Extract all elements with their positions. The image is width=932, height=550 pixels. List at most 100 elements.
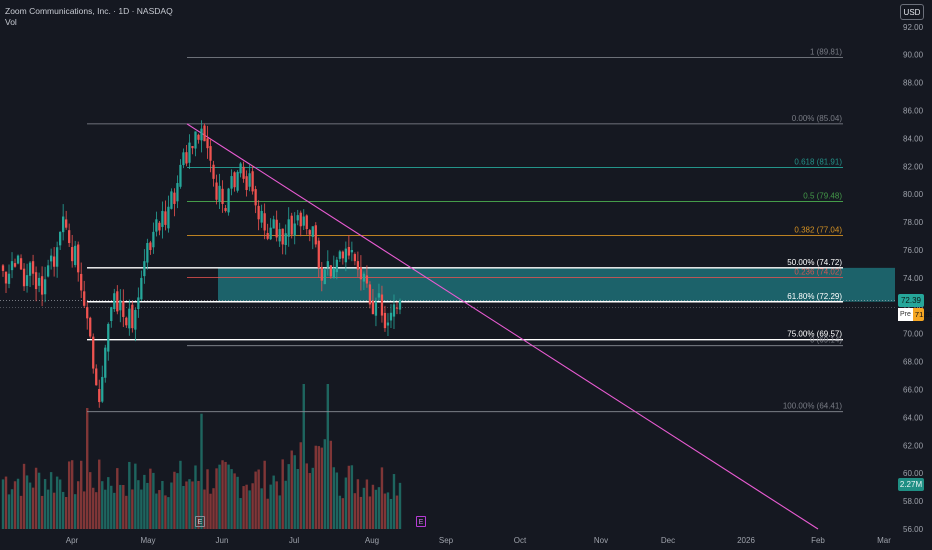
volume-bar [28,482,32,529]
volume-bar [245,484,248,529]
volume-bar [377,487,381,529]
currency-button[interactable]: USD [900,4,924,20]
y-tick-label: 90.00 [903,51,924,60]
candle-body [257,205,260,220]
volume-bar [308,473,311,529]
volume-bar [398,482,402,529]
candle-body [389,312,393,321]
candle-body [19,258,23,270]
volume-bar [239,498,242,529]
x-tick-label: May [140,536,155,545]
x-tick-label: Apr [66,536,79,545]
candle-body [203,125,206,142]
volume-bar [392,474,396,529]
candle-body [221,188,224,204]
volume-bar [92,487,95,529]
volume-bar [224,461,227,529]
volume-bar [254,471,257,529]
candle-body [116,291,119,312]
volume-bar [311,467,314,529]
volume-bar [119,484,122,529]
y-tick-label: 78.00 [903,218,924,227]
x-tick-label: Mar [877,536,891,545]
candle-body [146,243,149,263]
candle-body [43,279,47,295]
fib-level-label: 0.236 (74.02) [794,268,842,277]
candle-body [359,267,363,280]
candle-body [140,277,143,300]
volume-bar [19,495,23,529]
y-tick-label: 68.00 [903,358,924,367]
volume-bar [326,384,330,529]
candle-body [71,247,74,262]
volume-bar [242,486,245,529]
volume-bar [350,465,354,529]
fib-level-label: 0 (69.14) [810,336,842,345]
candle-body [125,317,128,326]
volume-bar [146,482,149,529]
volume-bar [368,496,372,529]
volume-bar [284,480,287,529]
x-tick-label: Dec [661,536,675,545]
candle-body [34,272,38,290]
y-tick-label: 80.00 [903,190,924,199]
candle-body [179,164,182,187]
candle-body [350,250,354,253]
volume-bar [212,488,215,529]
volume-bar [374,489,378,529]
earnings-next-flag[interactable]: E [416,516,426,527]
candle-body [212,164,215,179]
candle-body [10,261,14,271]
candle-body [365,275,369,284]
candle-body [344,248,348,263]
volume-bar [365,479,369,529]
candle-body [182,152,185,166]
candle-body [98,388,101,403]
candle-body [143,261,146,277]
candle-body [104,347,107,378]
volume-bar [4,476,8,529]
last-price-tag: 72.39 [898,294,924,307]
candle-body [62,216,65,233]
x-tick-label: Nov [594,536,608,545]
volume-bar [338,495,342,529]
fib-level-label: 61.80% (72.29) [787,292,842,301]
volume-bar [70,460,74,529]
volume-bar [317,446,320,529]
candle-body [284,233,287,246]
fib-level-label: 75.00% (69.57) [787,330,842,339]
candle-body [317,240,320,269]
volume-bar [16,478,20,529]
volume-bar [335,472,339,529]
candle-body [188,142,191,163]
volume-indicator-label[interactable]: Vol [5,17,17,27]
candle-body [269,227,272,240]
earnings-past-flag[interactable]: E [195,516,205,527]
candle-body [251,171,254,192]
x-tick-label: Jul [289,536,299,545]
volume-bar [40,495,44,529]
candle-body [164,211,167,225]
volume-bar [79,460,83,529]
y-tick-label: 64.00 [903,413,924,422]
y-tick-label: 56.00 [903,525,924,534]
volume-bar [95,492,98,529]
volume-bar [347,465,351,529]
volume-bar [164,495,167,529]
candle-body [161,210,164,227]
volume-bar [107,477,110,529]
fib-level-label: 0.382 (77.04) [794,225,842,234]
volume-bar [52,492,56,529]
candle-body [245,176,248,191]
volume-bar [173,471,176,529]
volume-bar [278,495,281,529]
premarket-tag: Pre 71.89 [898,308,932,321]
candle-body [275,219,278,238]
candle-body [353,254,357,262]
candle-body [86,307,89,319]
volume-bar [209,493,212,529]
volume-bar [233,473,236,529]
fib-level-label: 100.00% (64.41) [783,402,842,411]
candle-body [362,273,366,282]
